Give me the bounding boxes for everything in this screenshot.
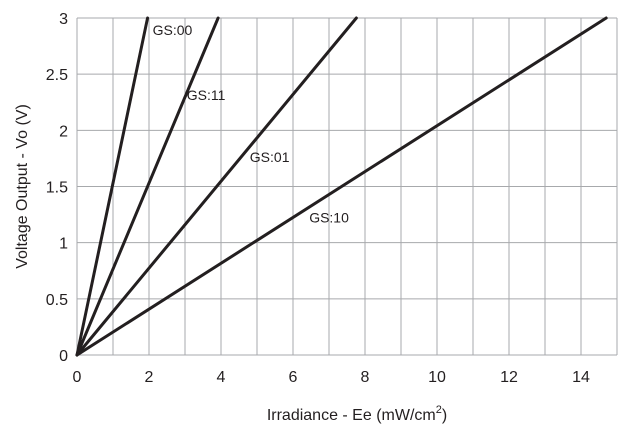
grid-lines bbox=[76, 17, 618, 356]
series-line-gs-11 bbox=[75, 16, 220, 357]
y-tick-label-0-5: 0.5 bbox=[46, 292, 68, 309]
x-tick-labels: 0 2 4 6 8 10 12 14 bbox=[73, 369, 590, 386]
series-lines bbox=[75, 16, 608, 357]
x-axis-title-main: Irradiance - Ee (mW/cm bbox=[267, 407, 436, 424]
x-tick-label-4: 4 bbox=[217, 369, 226, 386]
x-tick-label-6: 6 bbox=[289, 369, 298, 386]
y-tick-label-2-5: 2.5 bbox=[46, 67, 68, 84]
y-axis-title: Voltage Output - Vo (V) bbox=[14, 104, 31, 269]
x-tick-label-2: 2 bbox=[145, 369, 154, 386]
y-tick-label-3: 3 bbox=[59, 11, 68, 28]
series-label-gs-11: GS:11 bbox=[187, 87, 226, 103]
x-tick-label-12: 12 bbox=[500, 369, 518, 386]
y-tick-labels: 0 0.5 1 1.5 2 2.5 3 bbox=[46, 11, 68, 365]
y-tick-label-1-5: 1.5 bbox=[46, 180, 68, 197]
series-labels: GS:00 GS:11 GS:01 GS:10 bbox=[153, 22, 350, 226]
y-tick-label-1: 1 bbox=[59, 236, 68, 253]
x-tick-label-14: 14 bbox=[572, 369, 590, 386]
x-tick-label-0: 0 bbox=[73, 369, 82, 386]
series-line-gs-10 bbox=[75, 16, 608, 357]
series-label-gs-10: GS:10 bbox=[309, 209, 349, 225]
y-tick-label-0: 0 bbox=[59, 348, 68, 365]
x-tick-label-10: 10 bbox=[428, 369, 446, 386]
series-label-gs-01: GS:01 bbox=[250, 149, 290, 165]
x-axis-title-suffix: ) bbox=[442, 407, 447, 424]
x-axis-title: Irradiance - Ee (mW/cm2) bbox=[267, 404, 447, 424]
series-label-gs-00: GS:00 bbox=[153, 22, 193, 38]
x-axis-title-superscript: 2 bbox=[436, 404, 442, 416]
x-tick-label-8: 8 bbox=[361, 369, 370, 386]
series-line-gs-00 bbox=[75, 16, 150, 357]
series-line-gs-01 bbox=[75, 16, 358, 357]
y-tick-label-2: 2 bbox=[59, 123, 68, 140]
